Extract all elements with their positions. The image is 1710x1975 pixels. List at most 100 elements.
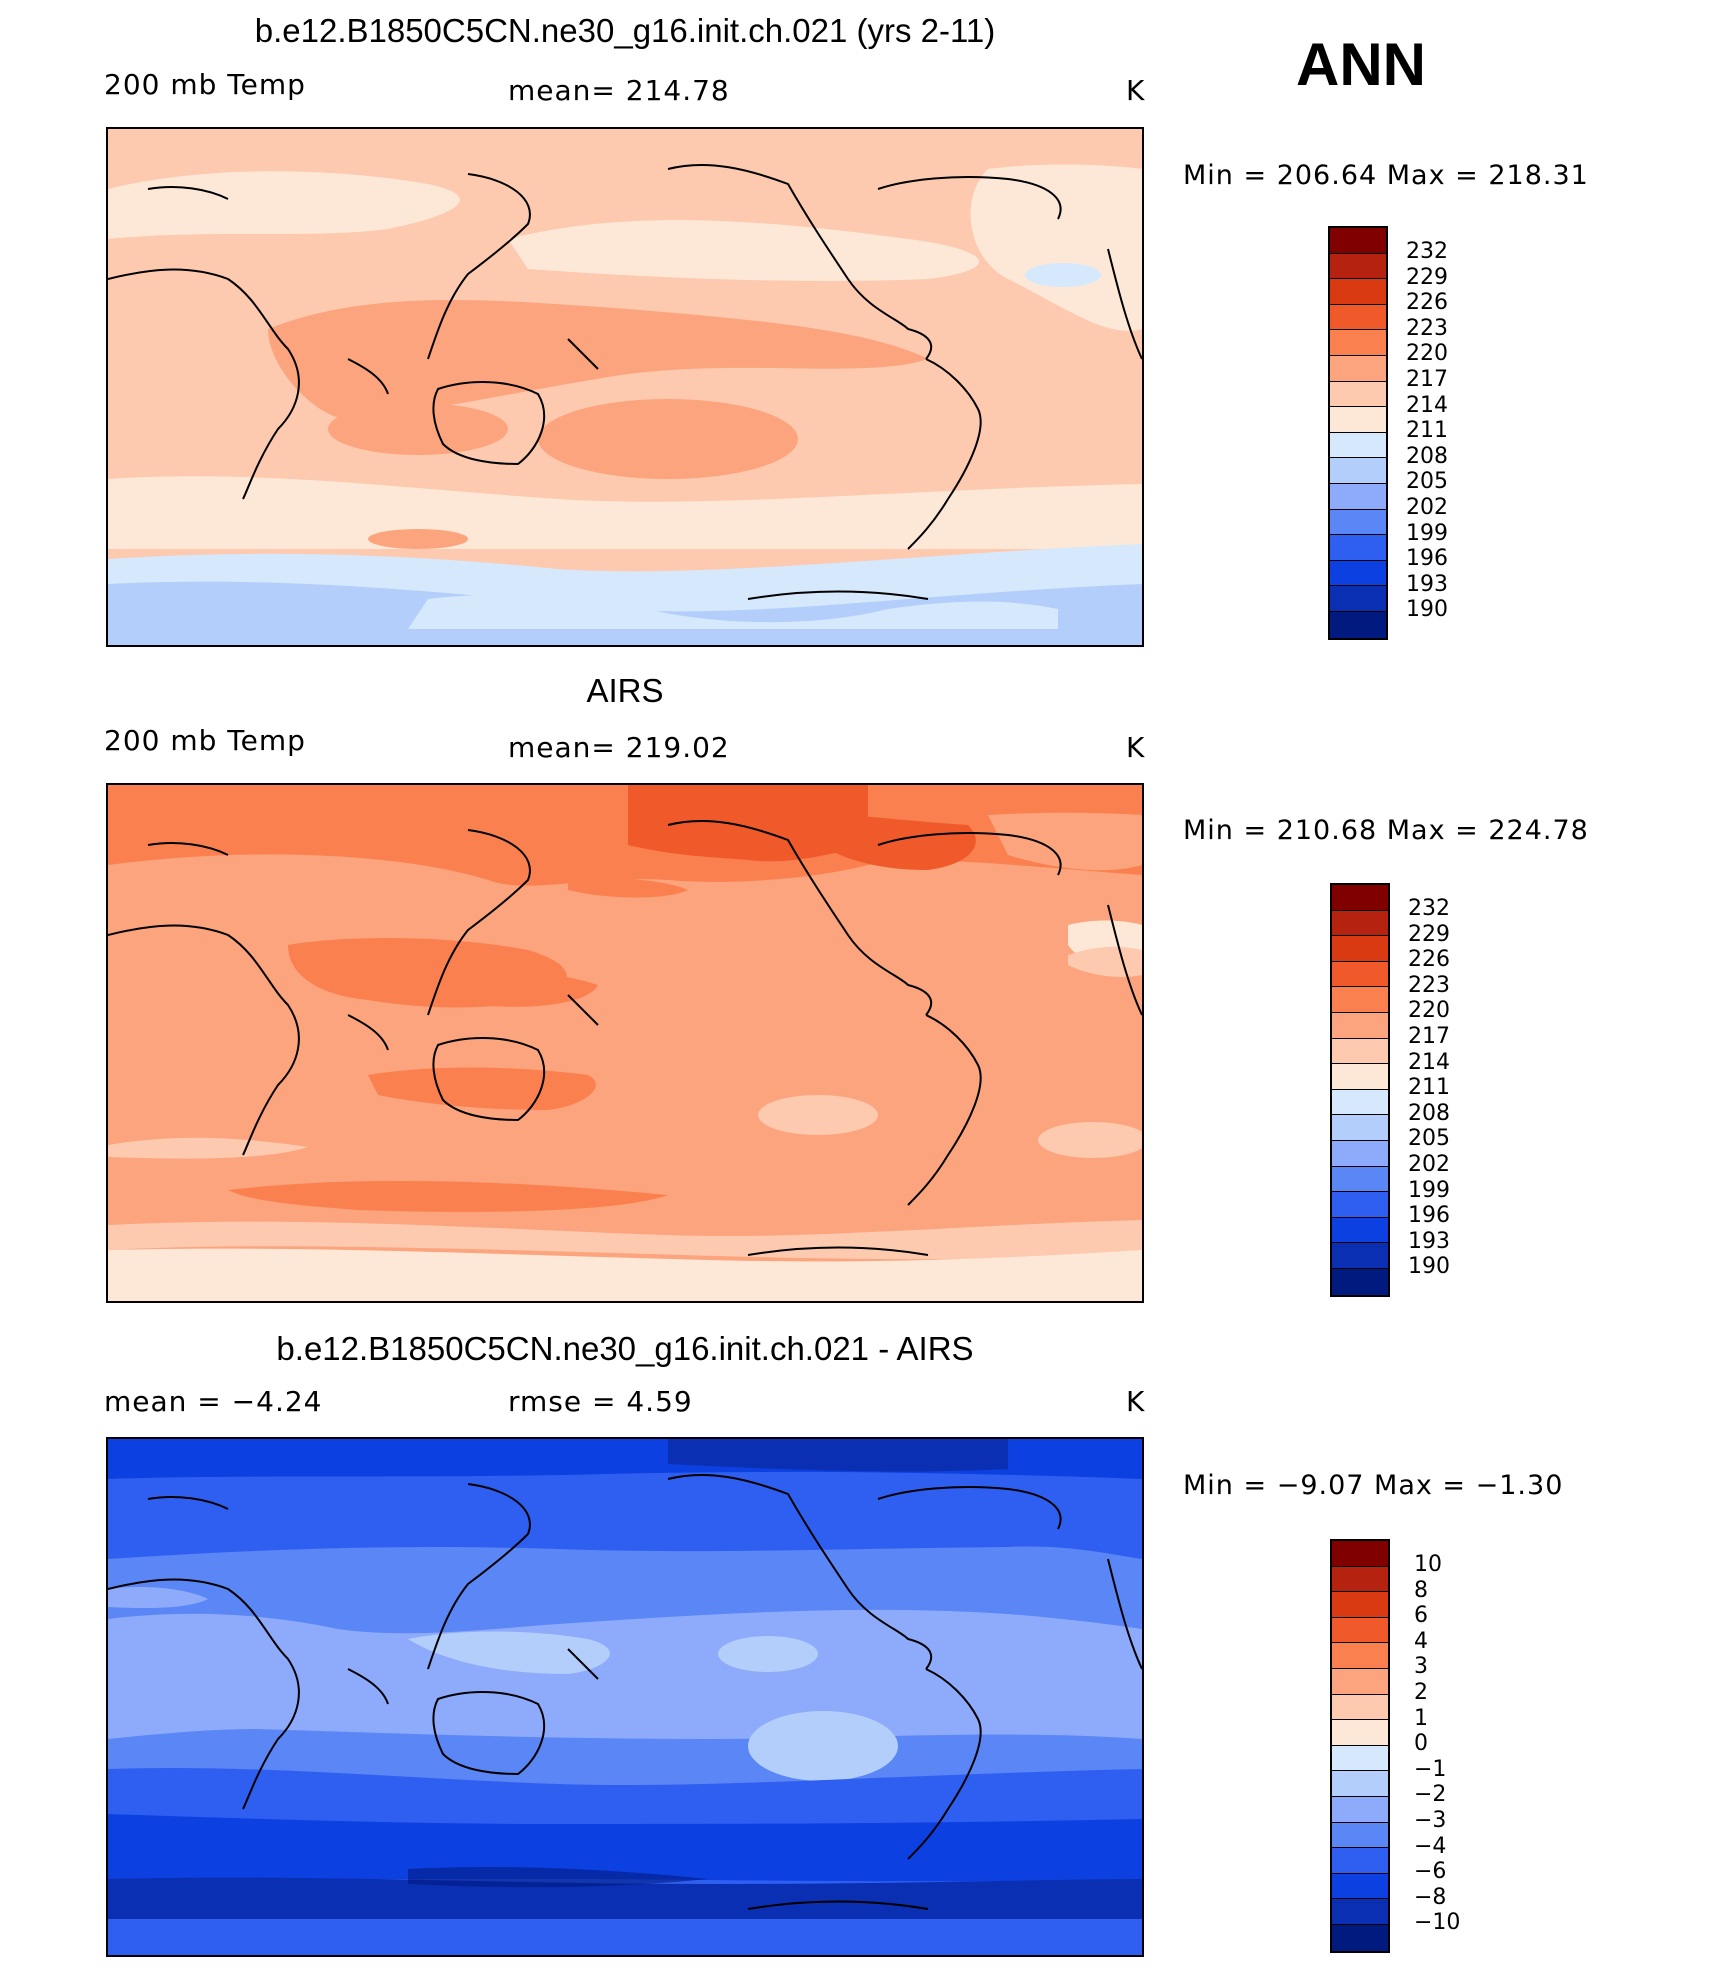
panel-2-colorbar-tick-label: 229 (1408, 921, 1450, 947)
panel-2-colorbar-tick-label: 190 (1408, 1254, 1450, 1280)
panel-2-minmax: Min = 210.68 Max = 224.78 (1183, 815, 1589, 846)
panel-1-colorbar-tick-label: 214 (1406, 392, 1448, 418)
panel-1-colorbar-swatch (1330, 483, 1386, 510)
panel-1-map (106, 127, 1144, 647)
panel-2-mean-label: mean= 219.02 (508, 731, 730, 764)
panel-2-colorbar-swatch (1332, 1038, 1388, 1065)
panel-3-colorbar-swatch (1332, 1873, 1388, 1900)
panel-3-colorbar-tick-label: 3 (1414, 1654, 1428, 1680)
panel-2-colorbar-tick-label: 232 (1408, 896, 1450, 921)
panel-2-colorbar-swatch (1332, 987, 1388, 1013)
panel-2-colorbar-swatch (1332, 1115, 1388, 1141)
panel-1-mean-label: mean= 214.78 (508, 74, 730, 107)
panel-3-colorbar-tick-label: −4 (1414, 1833, 1447, 1859)
panel-3-colorbar-swatch (1332, 1720, 1388, 1746)
panel-2-colorbar-swatch (1332, 961, 1388, 988)
panel-3-colorbar-swatch (1332, 1541, 1388, 1567)
panel-3-colorbar-tick-label: −10 (1414, 1910, 1461, 1936)
panel-3-mean-label: mean = −4.24 (104, 1385, 323, 1418)
panel-1-colorbar-swatch (1330, 586, 1386, 612)
panel-1-colorbar-tick-label: 229 (1406, 264, 1448, 290)
panel-1-minmax: Min = 206.64 Max = 218.31 (1183, 160, 1589, 191)
panel-3-colorbar-swatch (1332, 1617, 1388, 1644)
panel-3-rmse-label: rmse = 4.59 (508, 1385, 693, 1418)
panel-1-colorbar-tick-label: 199 (1406, 520, 1448, 546)
panel-1-colorbar-swatch (1330, 228, 1386, 254)
panel-3-colorbar-tick-label: 1 (1414, 1705, 1428, 1731)
panel-1-colorbar-swatch (1330, 253, 1386, 280)
panel-3-colorbar-tick-label: −6 (1414, 1859, 1447, 1885)
panel-3-colorbar-tick-label: −3 (1414, 1807, 1447, 1833)
panel-1-colorbar-swatch (1330, 535, 1386, 561)
panel-1-variable-label: 200 mb Temp (104, 68, 306, 101)
panel-1-colorbar-swatch (1330, 407, 1386, 433)
panel-2-colorbar-tick-label: 211 (1408, 1075, 1450, 1101)
panel-3-colorbar-swatch (1332, 1643, 1388, 1669)
panel-1-colorbar-tick-label: 196 (1406, 546, 1448, 572)
panel-2-colorbar-tick-label: 205 (1408, 1126, 1450, 1152)
panel-1-colorbar-tick-label: 226 (1406, 290, 1448, 316)
panel-2-colorbar-tick-label: 217 (1408, 1023, 1450, 1049)
panel-3-colorbar-tick-label: −1 (1414, 1756, 1447, 1782)
panel-3-colorbar-tick-label: −8 (1414, 1884, 1447, 1910)
panel-3-map-svg (108, 1439, 1142, 1955)
panel-1-colorbar (1328, 226, 1388, 640)
panel-3-colorbar-swatch (1332, 1745, 1388, 1772)
panel-1-colorbar-swatch (1330, 432, 1386, 459)
panel-1-colorbar-tick-label: 205 (1406, 469, 1448, 495)
panel-1-colorbar-tick-label: 202 (1406, 494, 1448, 520)
panel-2-colorbar-tick-label: 196 (1408, 1203, 1450, 1229)
panel-2-variable-label: 200 mb Temp (104, 724, 306, 757)
panel-2-colorbar-tick-label: 226 (1408, 947, 1450, 973)
panel-2-colorbar-swatch (1332, 885, 1388, 911)
panel-2-colorbar-tick-label: 193 (1408, 1228, 1450, 1254)
panel-3-colorbar-tick-label: 2 (1414, 1679, 1428, 1705)
panel-2-colorbar-tick-label: 214 (1408, 1049, 1450, 1075)
panel-1-colorbar-swatch (1330, 509, 1386, 536)
panel-1-colorbar-tick-label: 223 (1406, 315, 1448, 341)
panel-1-colorbar-swatch (1330, 330, 1386, 356)
panel-1-colorbar-swatch (1330, 279, 1386, 305)
panel-1-colorbar-tick-label: 190 (1406, 597, 1448, 623)
panel-3-colorbar (1330, 1539, 1390, 1953)
panel-3-colorbar-ticks: 10 8 6 4 3 2 1 0 −1 −2 −3 −4 −6 −8 −10 (1414, 1552, 1460, 1936)
panel-3-colorbar-tick-label: 10 (1414, 1552, 1442, 1577)
panel-3-minmax: Min = −9.07 Max = −1.30 (1183, 1470, 1564, 1501)
panel-1-colorbar-tick-label: 211 (1406, 418, 1448, 444)
panel-1-colorbar-tick-label: 220 (1406, 341, 1448, 367)
panel-1-colorbar-swatch (1330, 458, 1386, 484)
panel-2-colorbar (1330, 883, 1390, 1297)
panel-1-colorbar-tick-label: 217 (1406, 366, 1448, 392)
panel-3-colorbar-swatch (1332, 1822, 1388, 1849)
panel-3-colorbar-swatch (1332, 1668, 1388, 1695)
season-label: ANN (1296, 31, 1426, 98)
panel-3-colorbar-swatch (1332, 1694, 1388, 1721)
panel-2-map (106, 783, 1144, 1303)
panel-2-colorbar-swatch (1332, 1192, 1388, 1218)
panel-2-colorbar-swatch (1332, 1243, 1388, 1269)
panel-3-colorbar-tick-label: 6 (1414, 1603, 1428, 1629)
panel-3-colorbar-swatch (1332, 1566, 1388, 1593)
panel-1-colorbar-swatch (1330, 355, 1386, 382)
panel-3-title: b.e12.B1850C5CN.ne30_g16.init.ch.021 - A… (276, 1330, 974, 1367)
panel-2-colorbar-swatch (1332, 1217, 1388, 1244)
panel-2-colorbar-ticks: 232 229 226 223 220 217 214 211 208 205 202 199 196 1… (1408, 896, 1450, 1280)
panel-2-colorbar-swatch (1332, 1268, 1388, 1295)
panel-1-map-svg (108, 129, 1142, 645)
panel-2-colorbar-tick-label: 223 (1408, 972, 1450, 998)
panel-3-colorbar-swatch (1332, 1899, 1388, 1925)
panel-3-colorbar-swatch (1332, 1848, 1388, 1874)
panel-1-title: b.e12.B1850C5CN.ne30_g16.init.ch.021 (yr… (254, 12, 996, 49)
panel-3-colorbar-swatch (1332, 1796, 1388, 1823)
panel-3-colorbar-swatch (1332, 1924, 1388, 1951)
panel-1-colorbar-tick-label: 232 (1406, 239, 1448, 264)
panel-3-map (106, 1437, 1144, 1957)
panel-2-colorbar-tick-label: 202 (1408, 1151, 1450, 1177)
panel-2-units: K (1126, 731, 1146, 764)
panel-3-units: K (1126, 1385, 1146, 1418)
panel-3-colorbar-tick-label: 8 (1414, 1577, 1428, 1603)
panel-3-colorbar-tick-label: 0 (1414, 1731, 1428, 1757)
panel-1-colorbar-swatch (1330, 381, 1386, 408)
panel-2-colorbar-swatch (1332, 1140, 1388, 1167)
panel-2-colorbar-tick-label: 220 (1408, 998, 1450, 1024)
